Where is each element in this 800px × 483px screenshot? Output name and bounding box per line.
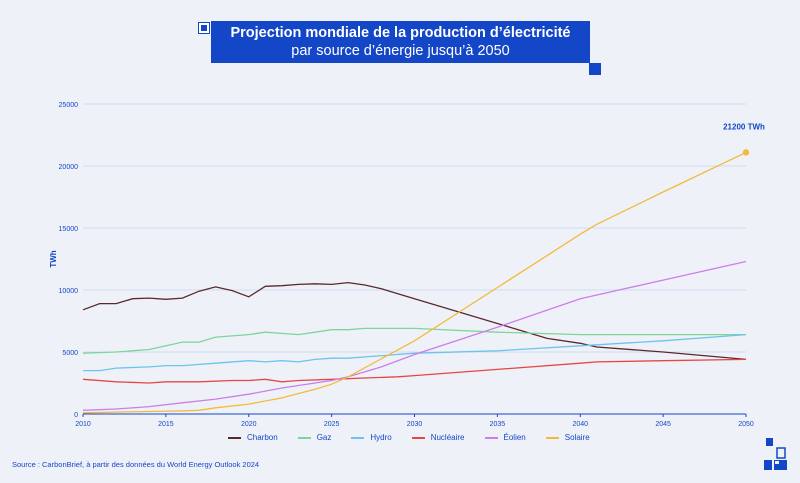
legend-label: Solaire [564, 433, 590, 442]
chart-subtitle: par source d’énergie jusqu’à 2050 [291, 43, 510, 59]
y-tick-label: 5000 [62, 350, 78, 357]
x-tick-label: 2035 [490, 421, 506, 428]
y-tick-label: 0 [74, 412, 78, 419]
legend-item: Charbon [228, 433, 278, 442]
series-line-éolien [82, 260, 747, 411]
decorative-square-bottom-right [589, 63, 601, 75]
x-tick-label: 2030 [407, 421, 423, 428]
series-line-hydro [83, 333, 747, 372]
series-line-solaire [82, 151, 747, 414]
decorative-square-top-left [198, 22, 210, 34]
legend-swatch [228, 436, 241, 439]
x-tick-label: 2020 [241, 421, 257, 428]
legend-label: Gaz [316, 433, 332, 442]
legend-swatch [411, 436, 425, 439]
series-line-nucléaire [82, 358, 747, 384]
x-tick-label: 2025 [324, 421, 340, 428]
annotation-label: 21200 TWh [723, 122, 765, 131]
series-line-gaz [82, 327, 746, 354]
y-tick-label: 20000 [59, 164, 79, 171]
legend-swatch [297, 436, 311, 439]
x-tick-label: 2045 [655, 421, 671, 428]
annotation-point [742, 149, 750, 156]
chart-title: Projection mondiale de la production d’é… [230, 25, 571, 41]
x-tick-label: 2050 [738, 421, 754, 428]
legend-swatch [351, 436, 365, 439]
x-tick-label: 2040 [572, 421, 588, 428]
x-tick-label: 2010 [75, 421, 91, 428]
chart-legend: Charbon Gaz Hydro Nucléaire Éolien Solaire [228, 433, 610, 442]
legend-swatch [545, 436, 559, 439]
legend-label: Nucléaire [430, 433, 465, 442]
source-note: Source : CarbonBrief, à partir des donné… [12, 460, 260, 469]
legend-item: Solaire [545, 433, 590, 442]
legend-label: Hydro [370, 433, 392, 442]
legend-item: Éolien [484, 433, 526, 442]
y-tick-label: 25000 [59, 102, 79, 109]
legend-item: Gaz [297, 433, 332, 442]
logo-icon [764, 438, 787, 470]
legend-label: Charbon [247, 433, 278, 442]
y-tick-label: 10000 [59, 288, 79, 295]
y-axis-label: TWh [49, 250, 58, 267]
series-line-charbon [82, 281, 747, 361]
y-tick-label: 15000 [59, 226, 79, 233]
legend-label: Éolien [503, 433, 526, 442]
legend-swatch [484, 436, 498, 439]
title-box: Projection mondiale de la production d’é… [211, 21, 590, 63]
legend-item: Hydro [351, 433, 392, 442]
legend-item: Nucléaire [411, 433, 465, 442]
x-tick-label: 2015 [158, 421, 174, 428]
